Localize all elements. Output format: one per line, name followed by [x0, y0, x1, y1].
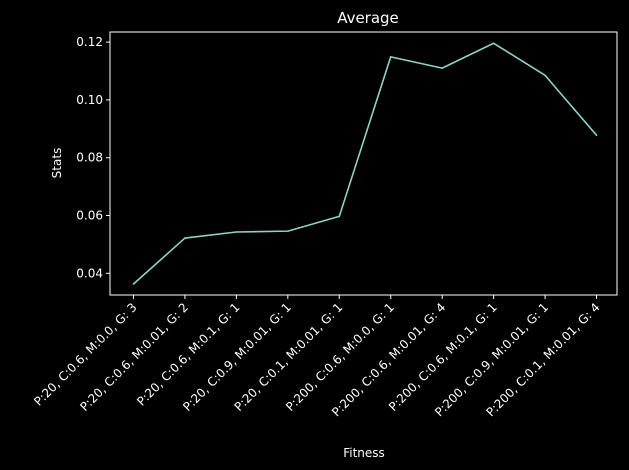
data-point [544, 74, 546, 77]
y-tick-label: 0.04 [76, 266, 103, 280]
series-layer [132, 42, 598, 285]
data-point [287, 230, 289, 232]
y-tick-label: 0.12 [76, 35, 103, 49]
data-point [235, 231, 238, 233]
y-axis: 0.04 0.06 0.08 0.10 0.12 [76, 35, 110, 280]
data-point [492, 42, 495, 45]
y-tick-label: 0.08 [76, 151, 103, 165]
y-tick-label: 0.06 [76, 209, 103, 223]
x-tick-label: P:20, C:0.6, M:0.1, G: 1 [134, 300, 242, 408]
x-tick-label: P:200, C:0.6, M:0.0, G: 1 [283, 300, 397, 414]
data-point [132, 283, 135, 285]
x-tick-label: P:20, C:0.1, M:0.01, G: 1 [232, 300, 346, 414]
series-line [132, 42, 598, 285]
chart-title: Average [337, 9, 399, 27]
plot-area-frame [109, 31, 618, 296]
x-tick-label: P:20, C:0.9, M:0.01, G: 1 [180, 300, 294, 414]
x-axis: P:20, C:0.6, M:0.0, G: 3P:20, C:0.6, M:0… [31, 295, 603, 419]
data-point [389, 56, 392, 58]
data-point [595, 134, 598, 136]
x-tick-label: P:200, C:0.6, M:0.1, G: 1 [386, 300, 500, 414]
data-point [441, 67, 443, 69]
y-tick-label: 0.10 [76, 93, 103, 107]
data-point [184, 237, 186, 239]
data-point [338, 215, 341, 218]
y-axis-label: Stats [50, 148, 64, 179]
x-axis-label: Fitness [343, 446, 385, 460]
x-tick-label: P:20, C:0.6, M:0.01, G: 2 [77, 300, 191, 414]
x-tick-label: P:20, C:0.6, M:0.0, G: 3 [31, 300, 139, 408]
